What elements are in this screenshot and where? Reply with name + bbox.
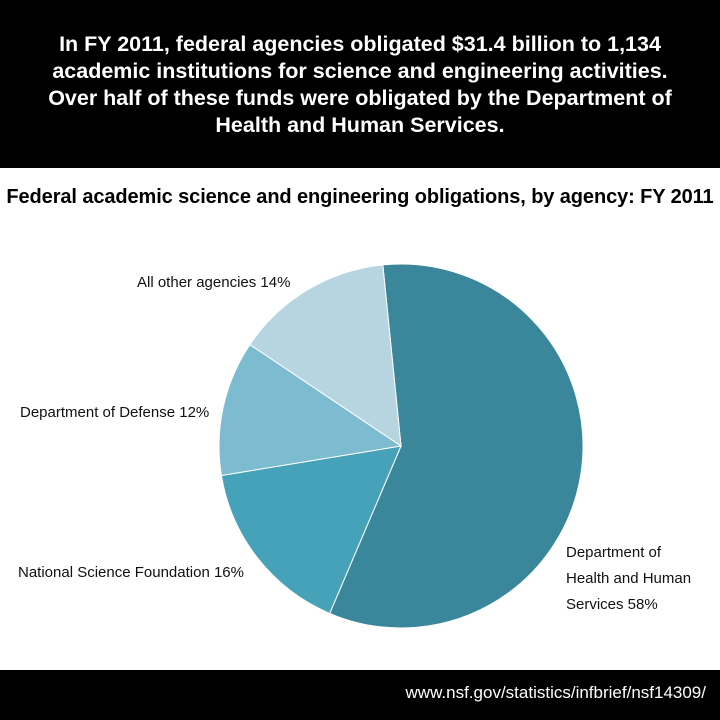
slice-label-line: Department of [566, 544, 662, 561]
pie-slice-dod [218, 343, 403, 477]
slice-label-dod: Department of Defense 12% [20, 400, 209, 426]
headline: In FY 2011, federal agencies obligated $… [30, 31, 690, 139]
slice-label-other: All other agencies 14% [137, 270, 290, 296]
pie-slice-nsf [220, 445, 402, 615]
source-url: www.nsf.gov/statistics/infbrief/nsf14309… [405, 683, 706, 702]
headline-line: academic institutions for science and en… [52, 59, 668, 83]
slice-label-line: Services 58% [566, 596, 658, 613]
pie-slice-hhs [329, 263, 584, 629]
slice-label-line: Department of Defense 12% [20, 404, 210, 421]
pie-slice-other [249, 264, 402, 448]
slice-label-line: National Science Foundation 16% [18, 564, 244, 581]
header-banner: In FY 2011, federal agencies obligated $… [0, 0, 720, 168]
slice-label-line: Health and Human [566, 570, 692, 587]
headline-line: In FY 2011, federal agencies obligated $… [59, 32, 661, 56]
slice-label-nsf: National Science Foundation 16% [18, 560, 244, 586]
headline-line: Over half of these funds were obligated … [48, 86, 672, 110]
slice-label-line: All other agencies 14% [137, 274, 291, 291]
slice-label-hhs: Department of Health and Human Services … [566, 540, 691, 618]
chart-title: Federal academic science and engineering… [6, 186, 714, 208]
headline-line: Health and Human Services. [215, 113, 505, 137]
footer-bar: www.nsf.gov/statistics/infbrief/nsf14309… [0, 670, 720, 720]
